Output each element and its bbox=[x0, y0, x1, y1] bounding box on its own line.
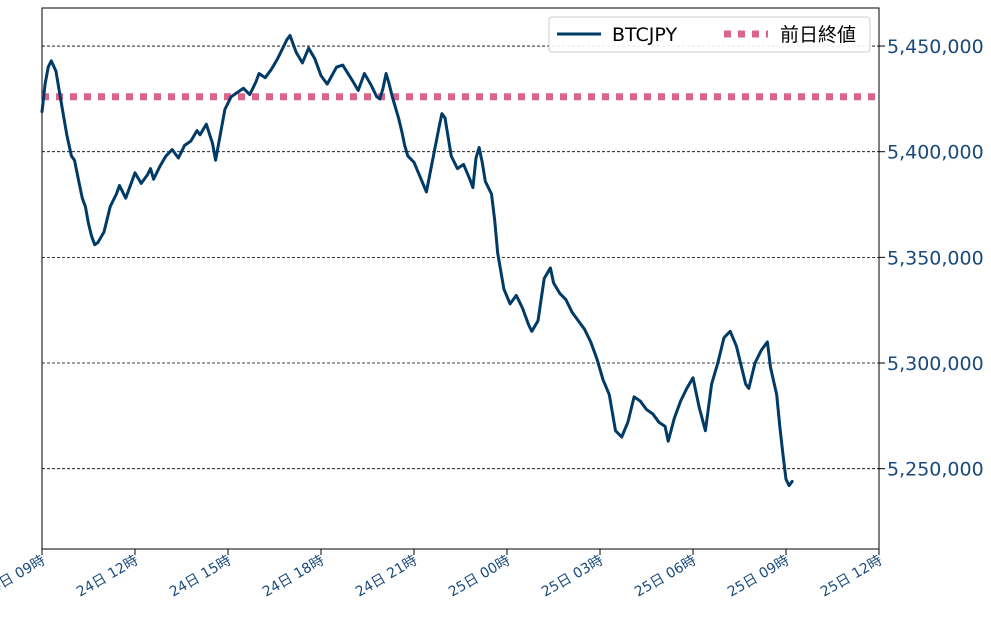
x-tick-label: 25日 12時 bbox=[818, 553, 885, 601]
legend-box bbox=[548, 16, 871, 53]
x-tick-label: 25日 09時 bbox=[725, 553, 792, 601]
plot-frame bbox=[41, 7, 880, 550]
x-tick-label: 25日 00時 bbox=[446, 553, 513, 601]
x-tick-label: 24日 21時 bbox=[353, 553, 420, 601]
x-tick-label: 25日 03時 bbox=[539, 553, 606, 601]
x-tick-label: 24日 18時 bbox=[260, 553, 327, 601]
x-tick-label: 25日 06時 bbox=[632, 553, 699, 601]
x-tick-label: 24日 15時 bbox=[167, 553, 234, 601]
y-tick-label: 5,350,000 bbox=[887, 247, 984, 269]
y-tick-label: 5,450,000 bbox=[887, 36, 984, 58]
x-tick-label: 24日 12時 bbox=[74, 553, 141, 601]
y-tick-label: 5,300,000 bbox=[887, 353, 984, 375]
y-axis: 5,250,000 5,300,000 5,350,000 5,400,000 5,45… bbox=[879, 36, 984, 481]
btcjpy-line bbox=[40, 34, 794, 488]
legend-label-btcjpy: BTCJPY bbox=[612, 24, 677, 46]
x-tick-label: 24日 09時 bbox=[0, 553, 48, 601]
legend: BTCJPY 前日終値 bbox=[548, 16, 871, 53]
y-tick-label: 5,400,000 bbox=[887, 142, 984, 164]
legend-label-prev-close: 前日終値 bbox=[780, 24, 856, 46]
y-tick-label: 5,250,000 bbox=[887, 459, 984, 481]
series-layer bbox=[40, 34, 794, 488]
x-axis: 24日 09時 24日 12時 24日 15時 24日 18時 24日 21時 25日 0… bbox=[0, 549, 885, 601]
